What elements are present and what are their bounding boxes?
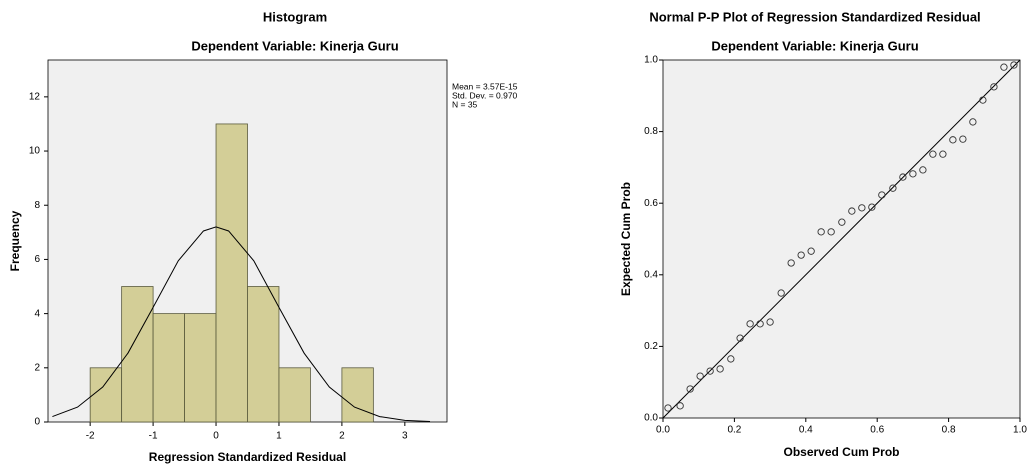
x-tick-label: -2 [86,431,95,442]
y-tick-label: 8 [34,200,40,211]
y-tick-label: 0 [34,417,40,428]
y-tick-label: 4 [34,308,40,319]
x-tick-label: 0 [213,431,219,442]
y-tick-label: 0.6 [644,198,658,209]
chart-subtitle: Dependent Variable: Kinerja Guru [711,38,918,53]
y-tick-label: 0.0 [644,413,658,424]
y-tick-label: 0.2 [644,341,658,352]
bar [248,287,279,422]
bar [90,368,121,422]
bar [122,287,153,422]
x-tick-label: 0.6 [870,425,884,436]
stat-label: N = 35 [452,99,478,109]
x-tick-label: 0.8 [942,425,956,436]
x-tick-label: 3 [402,431,408,442]
x-tick-label: 1 [276,431,282,442]
y-tick-label: 0.8 [644,126,658,137]
bar [153,314,184,422]
y-tick-label: 1.0 [644,55,658,66]
chart-title: Normal P-P Plot of Regression Standardiz… [649,9,980,24]
bar [342,368,373,422]
y-tick-label: 10 [29,146,41,157]
x-tick-label: 1.0 [1013,425,1027,436]
y-axis-label: Expected Cum Prob [619,182,633,296]
y-tick-label: 0.4 [644,269,658,280]
x-tick-label: -1 [149,431,158,442]
bar [279,368,310,422]
chart-subtitle: Dependent Variable: Kinerja Guru [191,38,398,53]
bar [185,314,216,422]
page: Histogram Dependent Variable: Kinerja Gur… [0,0,1030,466]
x-tick-label: 0.2 [727,425,741,436]
bar [216,124,247,422]
x-axis-label: Observed Cum Prob [783,445,899,459]
chart-title: Histogram [263,9,327,24]
y-tick-label: 2 [34,362,40,373]
y-axis-label: Frequency [8,210,22,271]
y-tick-label: 12 [29,91,41,102]
x-tick-label: 0.4 [799,425,813,436]
x-tick-label: 2 [339,431,345,442]
x-axis-label: Regression Standardized Residual [149,450,346,464]
x-tick-label: 0.0 [656,425,670,436]
y-tick-label: 6 [34,254,40,265]
